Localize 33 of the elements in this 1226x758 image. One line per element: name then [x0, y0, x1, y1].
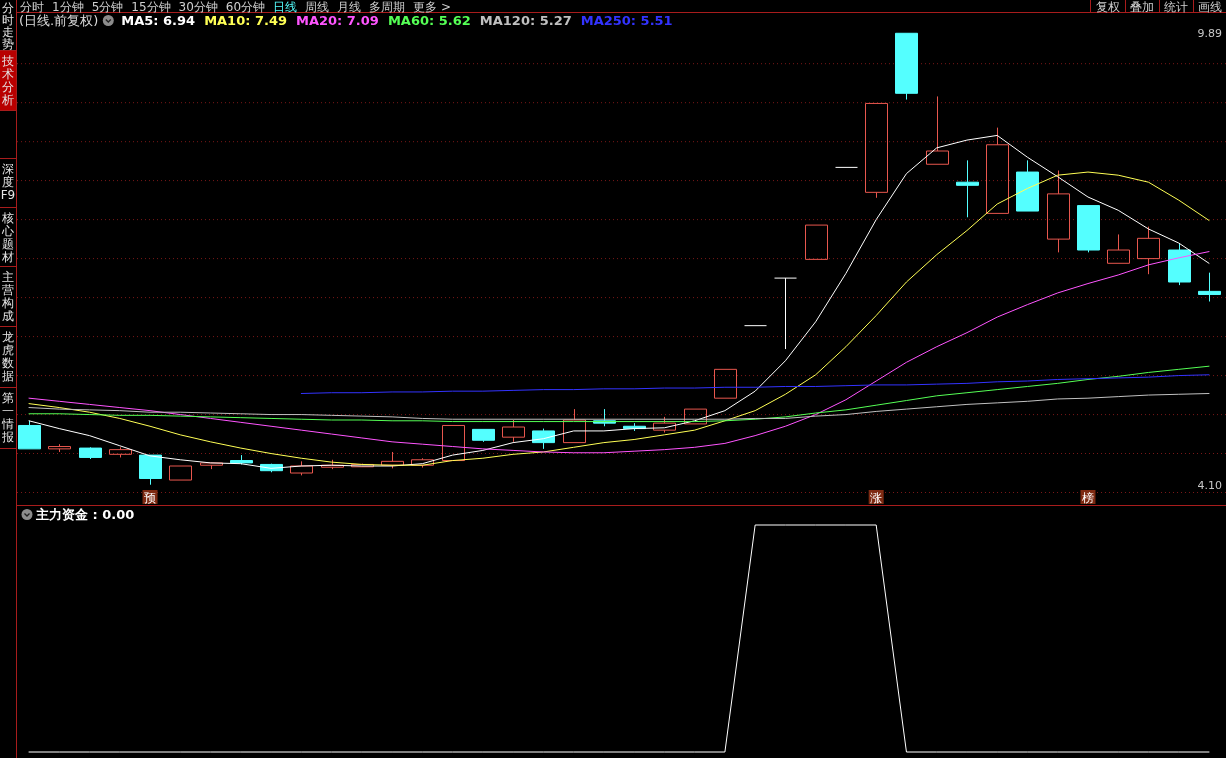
menu-label: 周线	[305, 0, 330, 14]
menu-label: 更多 >	[413, 0, 451, 14]
legend-item: MA20: 7.09	[296, 13, 379, 28]
title: (日线.前复权)	[19, 13, 99, 28]
legend-item: MA250: 5.51	[580, 13, 673, 28]
menu-label: 15分钟	[131, 0, 171, 14]
menu-label: 分时	[20, 0, 44, 14]
menu-label: 多周期	[369, 0, 406, 14]
tab-label: 分时走势	[2, 1, 14, 51]
tab-label: 深度F9	[0, 161, 16, 202]
tab-label: 核心题材	[2, 210, 14, 264]
legend-item: MA60: 5.62	[387, 13, 471, 28]
tab-label: 第一情报	[2, 390, 14, 444]
x-label: 榜	[1080, 490, 1096, 505]
legend-item: MA5: 6.94	[121, 13, 196, 28]
y-tick-label: 4.10	[1197, 478, 1222, 492]
menu-label: 60分钟	[225, 0, 266, 14]
menu-label: 画线	[1198, 0, 1222, 14]
tab-label: 技术分析	[0, 51, 16, 110]
y-tick-label: 9.89	[1197, 27, 1222, 41]
menu-label: 1分钟	[52, 0, 84, 14]
tab-label: 龙虎数据	[2, 329, 14, 383]
menu-label: 统计	[1164, 0, 1188, 14]
menu-label: 5分钟	[91, 0, 124, 14]
legend-item: 主力资金 : 0.00	[36, 507, 135, 522]
menu-label: 30分钟	[178, 0, 218, 14]
menu-label: 叠加	[1130, 0, 1154, 14]
menu-label: 复权	[1096, 0, 1120, 14]
legend-item: MA10: 7.49	[204, 13, 287, 28]
legend-item: MA120: 5.27	[479, 13, 572, 28]
menu-label: 日线	[273, 0, 298, 14]
menu-label: 月线	[337, 0, 362, 14]
tab-label: 主营构成	[2, 269, 14, 323]
